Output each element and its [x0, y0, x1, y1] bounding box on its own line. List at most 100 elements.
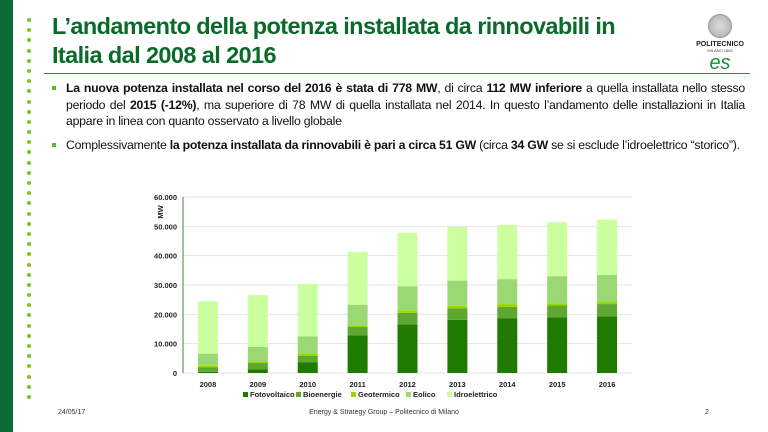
es-logo: es [709, 52, 731, 74]
seal-icon [708, 14, 732, 38]
dot [27, 242, 31, 247]
y-tick-label: 0 [173, 369, 177, 378]
dot [27, 293, 31, 298]
y-tick-label: 40.000 [154, 252, 177, 261]
page-number: 2 [705, 409, 709, 416]
politecnico-logo: POLITECNICO MILANO 1863 es [690, 14, 750, 73]
dot [27, 109, 31, 114]
dot [27, 160, 31, 165]
bar-segment-geotermico-2011 [347, 325, 368, 327]
bar-segment-bioenergie-2012 [397, 312, 418, 325]
sidebar-stripe [0, 0, 13, 432]
x-tick-label: 2012 [399, 380, 416, 389]
x-tick-label: 2013 [449, 380, 466, 389]
bar-segment-fotovoltaico-2011 [347, 335, 368, 373]
dot [27, 384, 31, 389]
bar-segment-geotermico-2016 [597, 302, 618, 305]
bar-segment-idroelettrico-2008 [197, 301, 218, 354]
dot [27, 272, 31, 277]
footer-date: 24/05/17 [58, 409, 86, 416]
x-tick-label: 2014 [499, 380, 517, 389]
logo-subtext: MILANO 1863 [707, 48, 733, 53]
bar-segment-idroelettrico-2011 [347, 251, 368, 305]
bar-segment-eolico-2010 [297, 336, 318, 354]
dot [27, 252, 31, 257]
bar-segment-fotovoltaico-2008 [197, 371, 218, 373]
dot [27, 201, 31, 206]
legend-label: Bioenergie [303, 390, 342, 399]
dot [27, 68, 31, 73]
dot [27, 58, 31, 63]
bar-segment-bioenergie-2014 [497, 306, 518, 319]
bar-segment-geotermico-2009 [247, 361, 268, 364]
bar-segment-geotermico-2015 [547, 303, 568, 306]
bar-segment-idroelettrico-2015 [547, 222, 568, 277]
x-tick-label: 2010 [299, 380, 316, 389]
legend-swatch [406, 392, 411, 397]
dot [27, 344, 31, 348]
dot [27, 48, 31, 53]
bar-segment-geotermico-2008 [197, 365, 218, 368]
dot [27, 99, 31, 104]
legend-swatch [243, 392, 248, 397]
bullet-text: Complessivamente [66, 137, 170, 152]
legend-swatch [447, 392, 452, 397]
bullet-text: La nuova potenza installata nel corso de… [66, 81, 438, 95]
bullet-text: (circa [476, 137, 511, 152]
y-tick-label: 20.000 [154, 310, 177, 319]
bullet-text: la potenza installata da rinnovabili è p… [169, 137, 477, 152]
dot [27, 354, 31, 359]
x-tick-label: 2008 [200, 380, 217, 389]
bullet-item: La nuova potenza installata nel corso de… [52, 80, 745, 130]
dot [27, 28, 31, 33]
bar-segment-fotovoltaico-2010 [297, 362, 318, 373]
bar-segment-eolico-2016 [597, 274, 618, 303]
legend-label: Fotovoltaico [250, 390, 295, 399]
decorative-dots [27, 18, 33, 405]
bar-segment-bioenergie-2015 [547, 305, 568, 318]
y-tick-label: 50.000 [154, 222, 177, 231]
dot [27, 303, 31, 308]
bar-segment-idroelettrico-2009 [247, 294, 268, 347]
y-tick-label: 60.000 [154, 193, 177, 202]
x-tick-label: 2011 [349, 380, 365, 389]
dot [27, 211, 31, 216]
dot [27, 323, 31, 328]
bar-segment-bioenergie-2010 [297, 355, 318, 363]
y-tick-label: 30.000 [154, 281, 177, 290]
x-tick-label: 2015 [549, 380, 566, 389]
bullet-text: se si esclude l’idroelettrico “storico”)… [547, 137, 740, 152]
dot [27, 191, 31, 196]
legend-swatch [296, 392, 301, 397]
dot [27, 38, 31, 43]
dot [27, 282, 31, 287]
bar-segment-eolico-2013 [447, 280, 468, 306]
dot [27, 79, 31, 84]
bar-segment-fotovoltaico-2013 [447, 319, 468, 373]
bullet-text: a quella installata nello stesso periodo… [66, 81, 745, 112]
bar-segment-geotermico-2012 [397, 310, 418, 313]
title-divider [44, 73, 750, 74]
bar-segment-eolico-2009 [247, 346, 268, 362]
dot [27, 89, 31, 94]
dot [27, 150, 31, 155]
dot [27, 221, 31, 226]
dot [27, 231, 31, 236]
bar-segment-geotermico-2013 [447, 305, 468, 309]
bar-segment-fotovoltaico-2015 [547, 317, 568, 373]
bar-segment-fotovoltaico-2012 [397, 324, 418, 373]
slide-title: L’andamento della potenza installata da … [52, 13, 616, 68]
bar-segment-bioenergie-2013 [447, 308, 468, 320]
x-tick-label: 2009 [249, 380, 266, 389]
bar-segment-eolico-2015 [547, 276, 568, 304]
bar-segment-bioenergie-2009 [247, 363, 268, 370]
legend-label: Geotermico [358, 390, 400, 399]
y-tick-label: 10.000 [154, 340, 177, 349]
bar-segment-eolico-2012 [397, 286, 418, 311]
bar-segment-idroelettrico-2013 [447, 226, 468, 281]
bar-segment-eolico-2014 [497, 279, 518, 305]
bar-segment-bioenergie-2016 [597, 304, 618, 317]
logo-text: POLITECNICO [696, 41, 744, 48]
dot [27, 364, 31, 369]
